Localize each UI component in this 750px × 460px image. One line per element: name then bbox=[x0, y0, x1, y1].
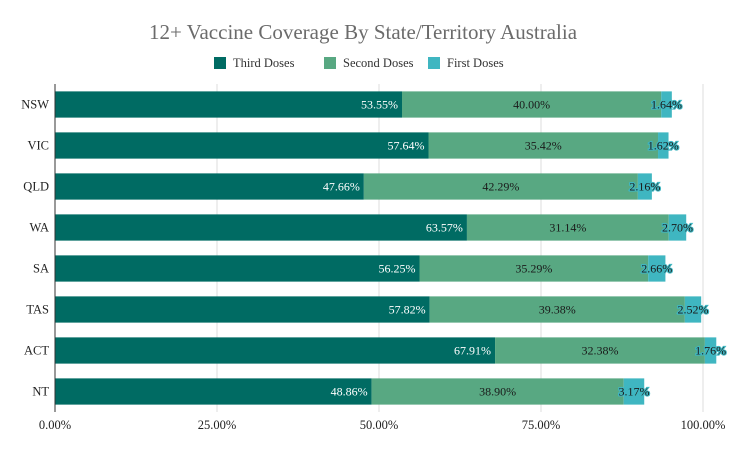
legend-label-2[interactable]: First Doses bbox=[447, 56, 504, 70]
data-label-act-series-2: 1.76% bbox=[695, 344, 726, 358]
y-tick-label-sa: SA bbox=[33, 262, 49, 276]
data-label-tas-series-1: 39.38% bbox=[539, 303, 576, 317]
y-tick-label-act: ACT bbox=[24, 344, 49, 358]
bar-tas-series-0[interactable] bbox=[55, 296, 430, 323]
bar-act-series-2[interactable] bbox=[704, 337, 717, 364]
data-label-act-series-0: 67.91% bbox=[454, 344, 491, 358]
bar-nsw-series-1[interactable] bbox=[402, 91, 662, 118]
y-tick-label-qld: QLD bbox=[23, 180, 49, 194]
data-label-vic-series-0: 57.64% bbox=[388, 139, 425, 153]
data-label-nt-series-1: 38.90% bbox=[479, 385, 516, 399]
data-label-act-series-1: 32.38% bbox=[581, 344, 618, 358]
data-label-vic-series-1: 35.42% bbox=[525, 139, 562, 153]
data-label-wa-series-1: 31.14% bbox=[549, 221, 586, 235]
bar-qld-series-0[interactable] bbox=[55, 173, 364, 200]
bar-labels: 53.55% 40.00% 1.64% 57.64% 35.42% 1.62% 47.66%… bbox=[323, 96, 727, 399]
x-tick-label-0: 0.00% bbox=[39, 418, 71, 432]
data-label-sa-series-1: 35.29% bbox=[515, 262, 552, 276]
bar-sa-series-0[interactable] bbox=[55, 255, 420, 282]
x-tick-label-4: 100.00% bbox=[681, 418, 726, 432]
bar-act-series-0[interactable] bbox=[55, 337, 496, 364]
bar-wa-series-2[interactable] bbox=[668, 214, 687, 241]
bar-act-series-1[interactable] bbox=[495, 337, 705, 364]
bar-vic-series-1[interactable] bbox=[428, 132, 659, 159]
bar-nsw-series-2[interactable] bbox=[661, 91, 672, 118]
legend-label-1[interactable]: Second Doses bbox=[343, 56, 414, 70]
x-tick-label-1: 25.00% bbox=[198, 418, 237, 432]
data-label-qld-series-1: 42.29% bbox=[482, 180, 519, 194]
x-tick-label-3: 75.00% bbox=[522, 418, 561, 432]
y-tick-label-wa: WA bbox=[30, 221, 49, 235]
legend-swatch-0[interactable] bbox=[214, 57, 226, 69]
x-tick-label-2: 50.00% bbox=[360, 418, 399, 432]
data-label-wa-series-0: 63.57% bbox=[426, 221, 463, 235]
legend: Third Doses Second Doses First Doses bbox=[214, 56, 504, 70]
data-label-qld-series-2: 2.16% bbox=[629, 180, 660, 194]
data-label-nsw-series-0: 53.55% bbox=[361, 98, 398, 112]
bar-sa-series-1[interactable] bbox=[419, 255, 649, 282]
bar-wa-series-0[interactable] bbox=[55, 214, 467, 241]
data-label-tas-series-2: 2.52% bbox=[678, 303, 709, 317]
data-label-sa-series-0: 56.25% bbox=[379, 262, 416, 276]
data-label-nsw-series-2: 1.64% bbox=[651, 98, 682, 112]
bar-qld-series-1[interactable] bbox=[363, 173, 638, 200]
bar-nt-series-2[interactable] bbox=[623, 378, 645, 405]
data-label-sa-series-2: 2.66% bbox=[641, 262, 672, 276]
y-tick-label-vic: VIC bbox=[27, 139, 49, 153]
data-label-qld-series-0: 47.66% bbox=[323, 180, 360, 194]
bar-tas-series-2[interactable] bbox=[684, 296, 702, 323]
legend-swatch-1[interactable] bbox=[324, 57, 336, 69]
chart-title: 12+ Vaccine Coverage By State/Territory … bbox=[149, 20, 578, 44]
y-tick-label-tas: TAS bbox=[26, 303, 49, 317]
data-label-tas-series-0: 57.82% bbox=[389, 303, 426, 317]
y-tick-label-nsw: NSW bbox=[21, 98, 49, 112]
y-tick-label-nt: NT bbox=[32, 385, 49, 399]
data-label-nt-series-2: 3.17% bbox=[618, 385, 649, 399]
bar-vic-series-2[interactable] bbox=[658, 132, 669, 159]
data-label-nsw-series-1: 40.00% bbox=[513, 98, 550, 112]
data-label-nt-series-0: 48.86% bbox=[331, 385, 368, 399]
legend-swatch-2[interactable] bbox=[428, 57, 440, 69]
legend-label-0[interactable]: Third Doses bbox=[233, 56, 295, 70]
bar-tas-series-1[interactable] bbox=[429, 296, 685, 323]
bar-nsw-series-0[interactable] bbox=[55, 91, 403, 118]
bar-qld-series-2[interactable] bbox=[637, 173, 652, 200]
y-axis: NSW VIC QLD WA SA TAS ACT NT bbox=[21, 98, 49, 399]
bar-nt-series-0[interactable] bbox=[55, 378, 372, 405]
bar-nt-series-1[interactable] bbox=[371, 378, 624, 405]
bars bbox=[55, 91, 717, 405]
bar-vic-series-0[interactable] bbox=[55, 132, 429, 159]
x-axis: 0.00% 25.00% 50.00% 75.00% 100.00% bbox=[39, 418, 726, 432]
data-label-wa-series-2: 2.70% bbox=[662, 221, 693, 235]
bar-sa-series-2[interactable] bbox=[648, 255, 666, 282]
bar-wa-series-1[interactable] bbox=[466, 214, 669, 241]
data-label-vic-series-2: 1.62% bbox=[648, 139, 679, 153]
